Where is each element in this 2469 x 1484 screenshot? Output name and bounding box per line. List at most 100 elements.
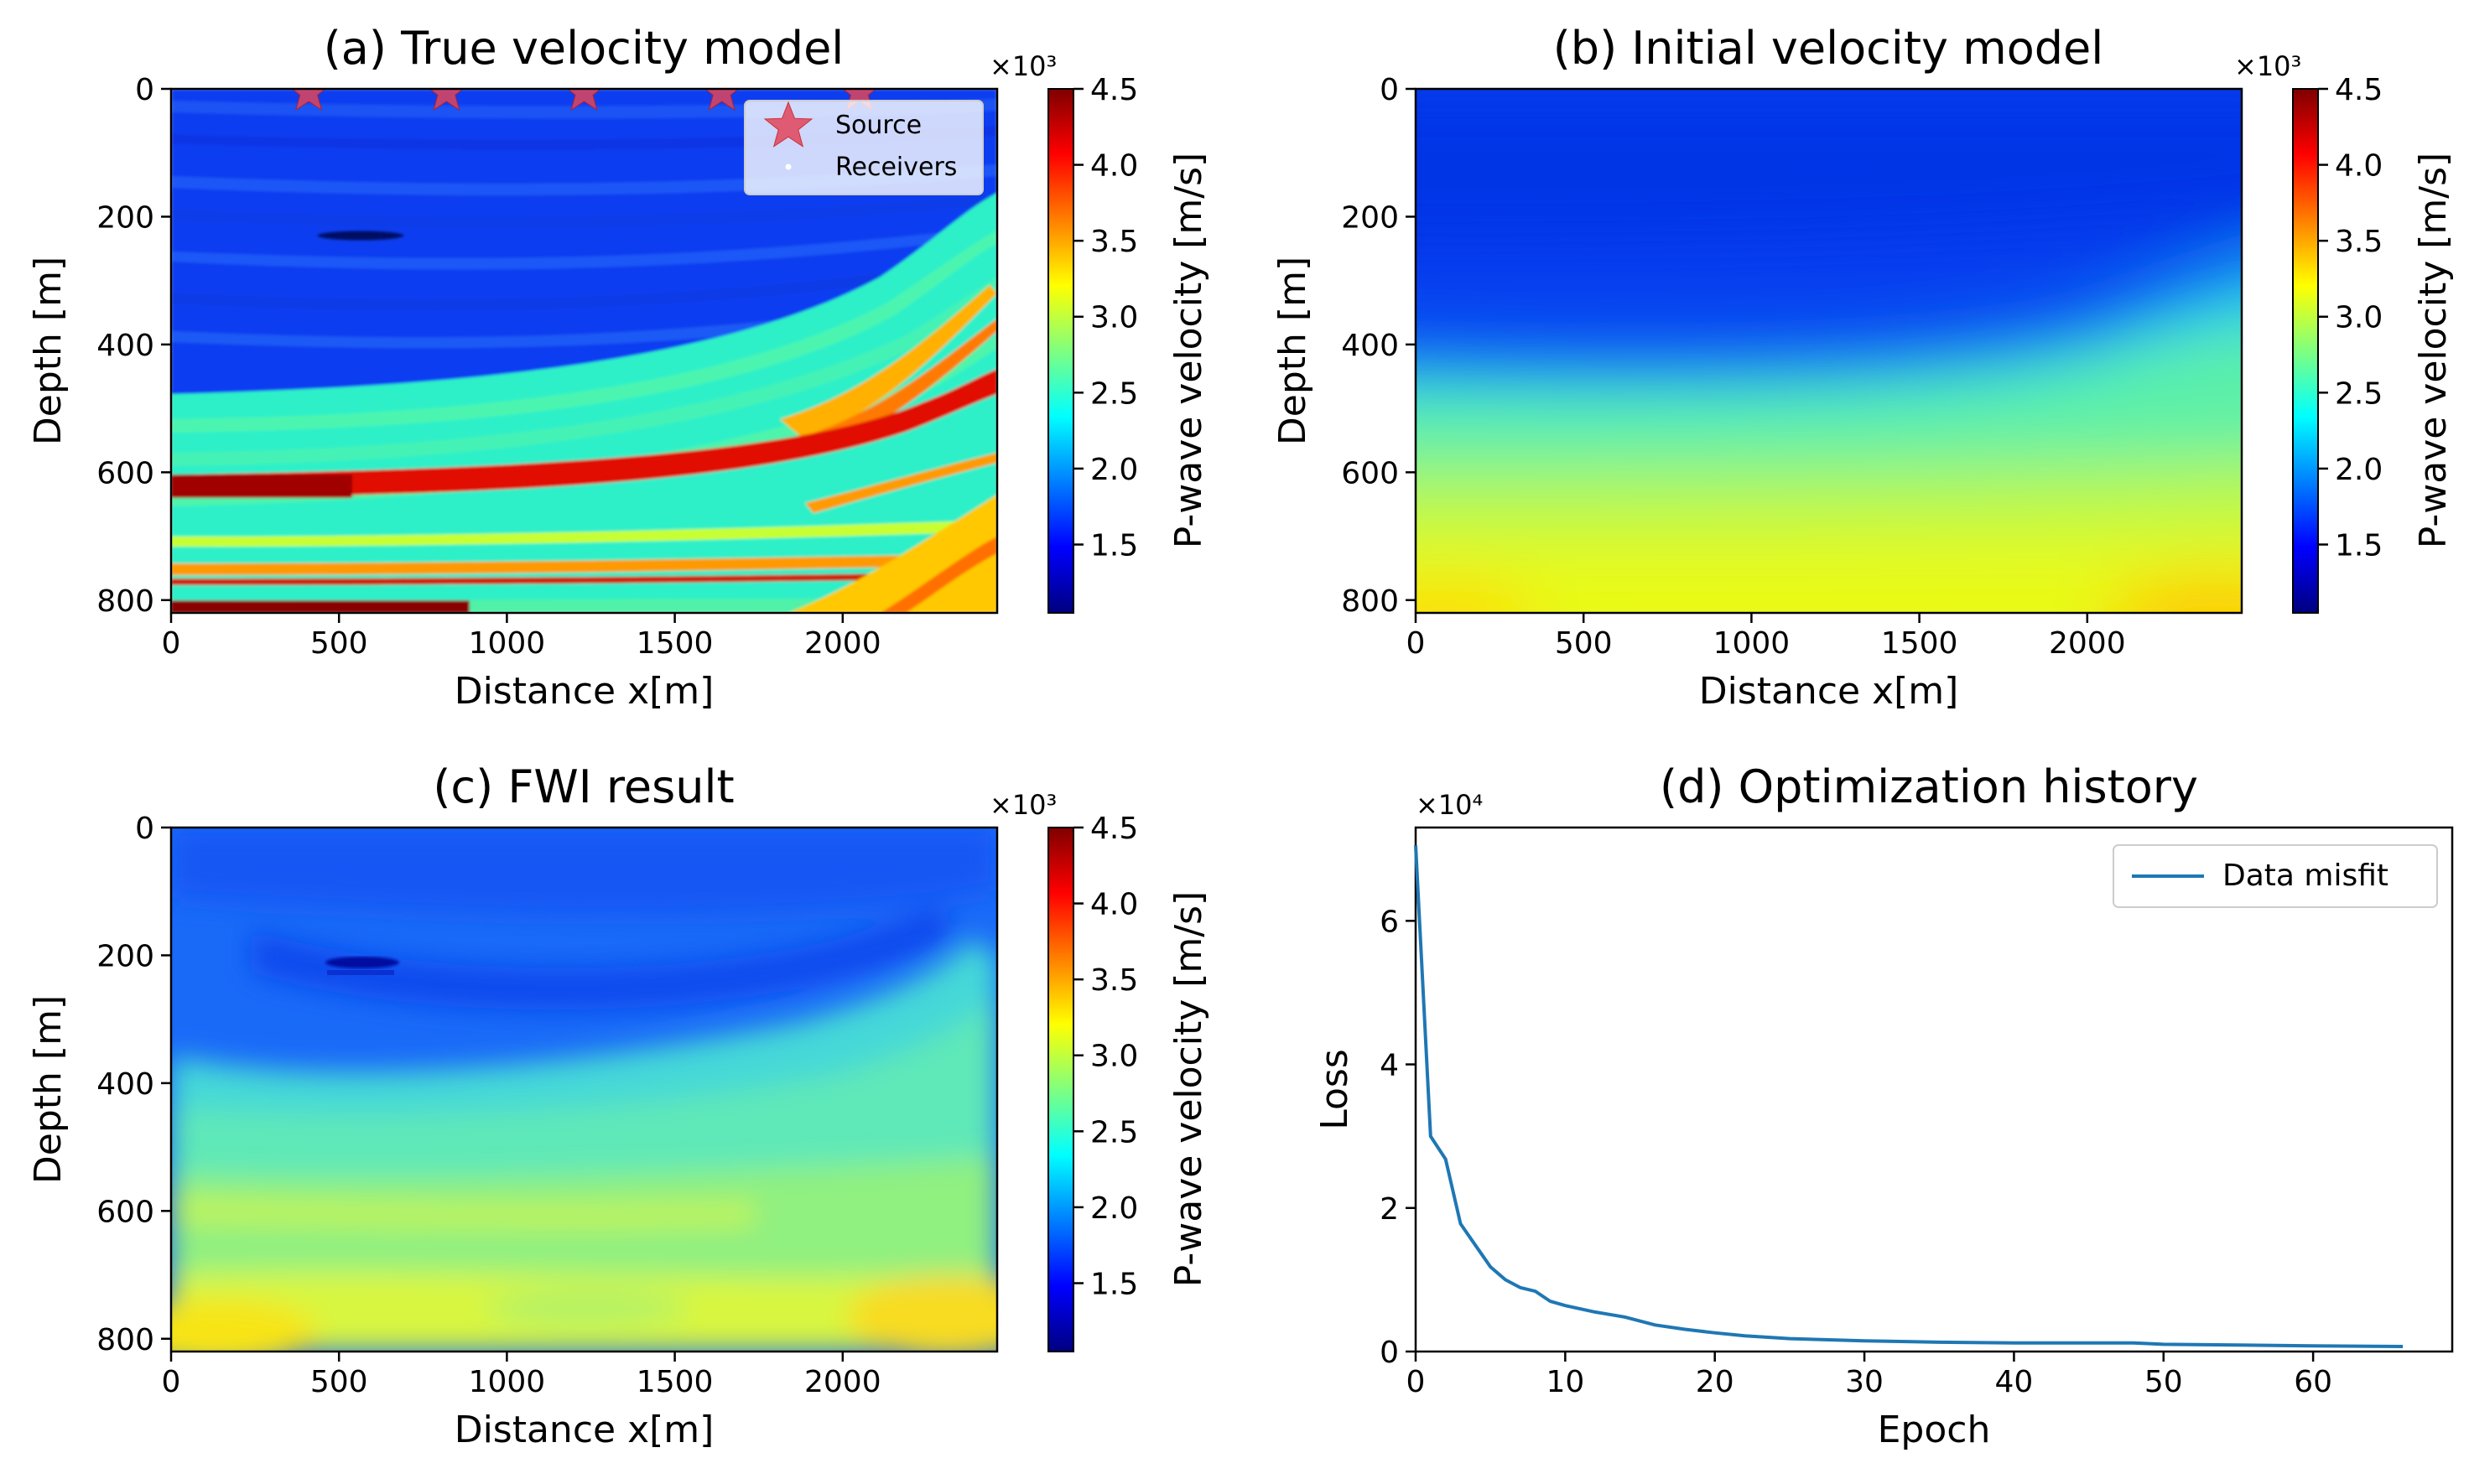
source-star: [291, 89, 326, 112]
colorbar-a-label: P-wave velocity [m/s]: [1167, 153, 1210, 548]
colorbar-b-multiplier: ×10³: [2234, 50, 2301, 82]
x-tick-label: 0: [162, 1365, 181, 1399]
x-tick-label: 20: [1696, 1365, 1734, 1399]
x-tick-label: 2000: [804, 626, 881, 661]
colorbar-tick-label: 4.5: [1090, 812, 1138, 846]
colorbar-tick-label: 3.5: [1090, 963, 1138, 998]
source-star: [704, 89, 740, 112]
source-star: [566, 89, 602, 112]
colorbar-b: [2292, 88, 2319, 614]
colorbar-tick-label: 4.0: [1090, 149, 1138, 184]
colorbar-tick-label: 2.0: [1090, 453, 1138, 487]
y-tick-label: 0: [1380, 73, 1399, 107]
colorbar-c-multiplier: ×10³: [990, 789, 1057, 821]
panel-b-frame: [1414, 87, 2243, 615]
colorbar-b-label: P-wave velocity [m/s]: [2412, 153, 2455, 548]
panel-c-axes: 0 500 1000 1500 2000 0 200 400 600 800 Distance x[…: [27, 812, 881, 1451]
colorbar-tick-label: 2.0: [1090, 1191, 1138, 1226]
x-axis-label: Epoch: [1878, 1409, 1991, 1451]
colorbar-tick-label: 4.5: [1090, 73, 1138, 107]
colorbar-a-ticks: 1.5 2.0 2.5 3.0 3.5 4.0 4.5: [1073, 73, 1138, 563]
colorbar-tick-label: 1.5: [2335, 528, 2383, 563]
legend-source-label: Source: [835, 111, 922, 140]
panel-a-frame: [169, 87, 999, 615]
y-tick-label: 4: [1380, 1049, 1399, 1083]
y-tick-label: 0: [1380, 1336, 1399, 1370]
panel-d: (d) Optimization history 0 10 20 30 40 50 60 0 2…: [1313, 760, 2454, 1451]
colorbar-tick-label: 3.5: [1090, 225, 1138, 259]
panel-a-axes: 0 500 1000 1500 2000 0 200 400 600 800 Distance x[…: [27, 73, 881, 713]
panel-c-heatmap: [171, 828, 997, 1352]
colorbar-tick-label: 4.5: [2335, 73, 2383, 107]
colorbar-c-label: P-wave velocity [m/s]: [1167, 891, 1210, 1287]
panel-d-legend: Data misfit: [2113, 844, 2438, 908]
legend-data-misfit-label: Data misfit: [2222, 859, 2388, 893]
panel-c-title: (c) FWI result: [433, 760, 734, 813]
colorbar-tick-label: 3.5: [2335, 225, 2383, 259]
x-tick-label: 500: [310, 626, 368, 661]
y-tick-label: 6: [1380, 905, 1399, 939]
panel-a: (a) True velocity model: [27, 22, 1210, 713]
colorbar-tick-label: 3.0: [2335, 301, 2383, 335]
y-tick-label: 800: [1341, 584, 1399, 619]
x-tick-label: 500: [1555, 626, 1613, 661]
x-tick-label: 0: [1406, 626, 1426, 661]
y-axis-label: Depth [m]: [27, 257, 70, 445]
x-tick-label: 50: [2144, 1365, 2183, 1399]
x-tick-label: 2000: [804, 1365, 881, 1399]
x-tick-label: 40: [1995, 1365, 2034, 1399]
colorbar-tick-label: 3.0: [1090, 301, 1138, 335]
x-tick-label: 1000: [469, 626, 546, 661]
x-tick-label: 500: [310, 1365, 368, 1399]
y-tick-label: 0: [135, 73, 154, 107]
panel-d-axes: 0 10 20 30 40 50 60 0 2 4 6 Epoch Loss: [1313, 905, 2332, 1451]
legend-receivers-label: Receivers: [835, 153, 957, 182]
y-tick-label: 400: [1341, 329, 1399, 363]
panel-b-axes: 0 500 1000 1500 2000 0 200 400 600 800 Distance x[…: [1271, 73, 2126, 713]
colorbar-c-ticks: 1.5 2.0 2.5 3.0 3.5 4.0 4.5: [1073, 812, 1138, 1301]
colorbar-tick-label: 2.5: [1090, 1115, 1138, 1149]
colorbar-tick-label: 2.5: [1090, 376, 1138, 411]
x-tick-label: 10: [1546, 1365, 1584, 1399]
panel-d-multiplier: ×10⁴: [1416, 789, 1483, 821]
x-tick-label: 1500: [637, 1365, 714, 1399]
colorbar-tick-label: 1.5: [1090, 528, 1138, 563]
y-tick-label: 0: [135, 812, 154, 846]
y-tick-label: 400: [96, 1067, 154, 1102]
x-tick-label: 30: [1845, 1365, 1884, 1399]
x-axis-label: Distance x[m]: [455, 1409, 715, 1451]
panel-d-title: (d) Optimization history: [1660, 760, 2198, 813]
y-tick-label: 2: [1380, 1192, 1399, 1227]
colorbar-tick-label: 1.5: [1090, 1267, 1138, 1301]
panel-b: (b) Initial velocity model 0 500 1000 1500 2…: [1271, 22, 2455, 713]
colorbar-a: [1047, 88, 1074, 614]
panel-a-legend: Source Receivers: [744, 100, 984, 195]
x-tick-label: 2000: [2049, 626, 2126, 661]
y-tick-label: 800: [96, 584, 154, 619]
receiver-dot-icon: [785, 163, 792, 170]
colorbar-tick-label: 2.5: [2335, 376, 2383, 411]
x-tick-label: 0: [162, 626, 181, 661]
colorbar-tick-label: 4.0: [2335, 149, 2383, 184]
colorbar-c: [1047, 827, 1074, 1352]
x-tick-label: 1000: [469, 1365, 546, 1399]
panel-c-frame: [169, 826, 999, 1353]
y-axis-label: Depth [m]: [27, 995, 70, 1184]
x-tick-label: 1000: [1713, 626, 1791, 661]
x-tick-label: 1500: [1881, 626, 1958, 661]
y-axis-label: Loss: [1313, 1049, 1356, 1130]
x-tick-label: 60: [2294, 1365, 2332, 1399]
data-misfit-line: [1414, 845, 2404, 1348]
colorbar-tick-label: 4.0: [1090, 888, 1138, 922]
x-tick-label: 0: [1406, 1365, 1426, 1399]
source-star-icon: [763, 101, 813, 148]
colorbar-tick-label: 2.0: [2335, 453, 2383, 487]
panel-d-frame: [1414, 826, 2454, 1353]
x-axis-label: Distance x[m]: [455, 670, 715, 713]
y-tick-label: 400: [96, 329, 154, 363]
y-axis-label: Depth [m]: [1271, 257, 1314, 445]
y-tick-label: 600: [96, 1195, 154, 1229]
colorbar-a-multiplier: ×10³: [990, 50, 1057, 82]
colorbar-tick-label: 3.0: [1090, 1040, 1138, 1074]
